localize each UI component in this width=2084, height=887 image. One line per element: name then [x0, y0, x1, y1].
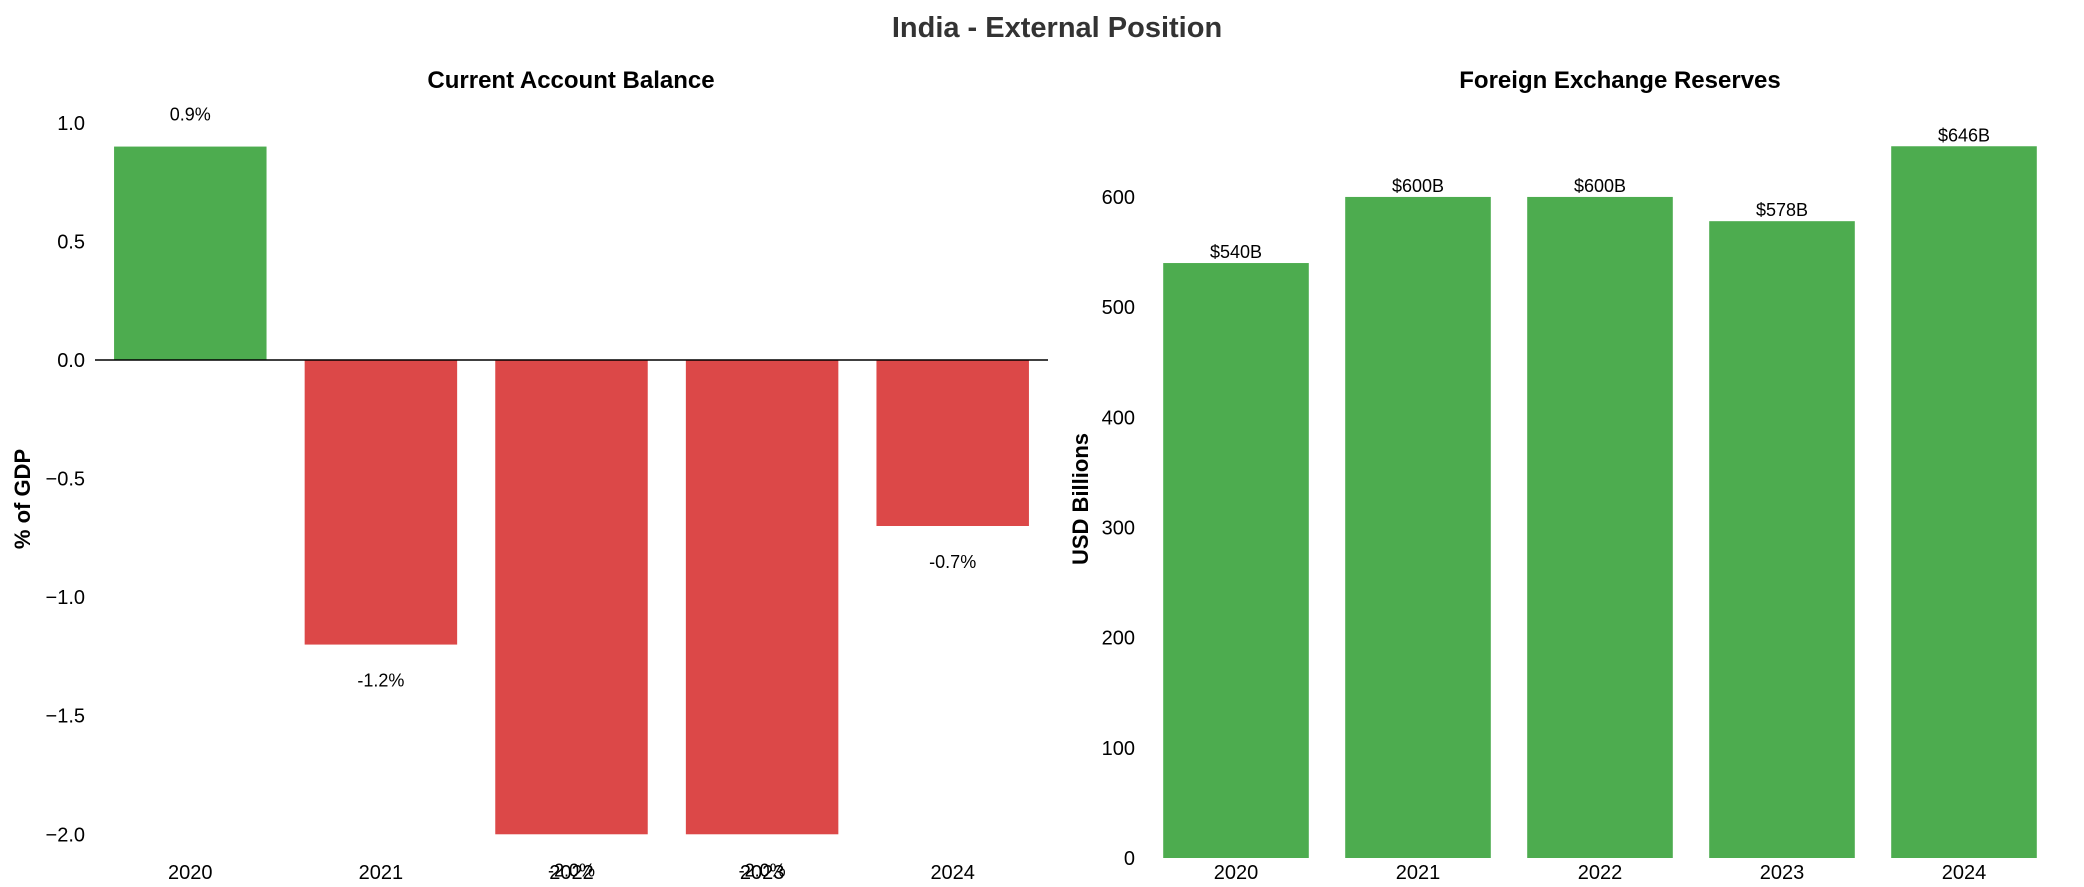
current-account-bar-2024: [876, 360, 1029, 526]
current-account-bar-2020: [114, 146, 267, 360]
fx-reserves-data-label: $646B: [1938, 125, 1990, 145]
fx-reserves-xtick-label: 2021: [1396, 862, 1441, 884]
current-account-xtick-label: 2021: [359, 862, 404, 884]
fx-reserves-ytick-label: 600: [1102, 187, 1135, 209]
fx-reserves-title: Foreign Exchange Reserves: [1459, 67, 1780, 94]
current-account-xtick-label: 2020: [168, 862, 213, 884]
fx-reserves-ytick-label: 0: [1124, 848, 1135, 870]
current-account-bar-2021: [304, 360, 458, 645]
current-account-xtick-label: 2023: [740, 862, 785, 884]
fx-reserves-ytick-label: 200: [1102, 628, 1135, 650]
fx-reserves-bar-2024: [1891, 146, 2037, 858]
current-account-xtick-label: 2022: [549, 862, 594, 884]
current-account-ytick-label: −2.0: [46, 824, 85, 846]
fx-reserves-data-label: $600B: [1574, 176, 1626, 196]
current-account-data-label: -2.0%: [739, 860, 786, 880]
current-account-bar-2022: [495, 360, 648, 835]
fx-reserves-ytick-label: 500: [1102, 297, 1135, 319]
current-account-ytick-label: 1.0: [57, 113, 85, 135]
current-account-xtick-label: 2024: [930, 862, 975, 884]
fx-reserves-data-label: $578B: [1756, 200, 1808, 220]
current-account-data-label: 0.9%: [170, 105, 211, 125]
current-account-ytick-label: 0.5: [57, 231, 85, 253]
current-account-data-label: -2.0%: [548, 860, 595, 880]
current-account-ytick-label: −1.0: [46, 587, 85, 609]
current-account-chart: Current Account Balance % of GDP −2.0 −1.…: [10, 67, 1048, 884]
fx-reserves-bar-2023: [1709, 221, 1855, 858]
fx-reserves-xtick-label: 2022: [1578, 862, 1623, 884]
current-account-ytick-label: 0.0: [57, 350, 85, 372]
fx-reserves-chart: Foreign Exchange Reserves USD Billions 0…: [1068, 67, 2037, 884]
current-account-title: Current Account Balance: [427, 67, 714, 94]
fx-reserves-xtick-label: 2020: [1214, 862, 1259, 884]
current-account-bar-2023: [685, 360, 839, 835]
fx-reserves-bar-2020: [1163, 263, 1309, 858]
fx-reserves-data-label: $540B: [1210, 242, 1262, 262]
current-account-data-label: -0.7%: [929, 552, 976, 572]
fx-reserves-ytick-label: 400: [1102, 407, 1135, 429]
fx-reserves-ytick-label: 100: [1102, 738, 1135, 760]
fx-reserves-bar-2021: [1345, 196, 1491, 858]
fx-reserves-ytick-label: 300: [1102, 517, 1135, 539]
figure-title: India - External Position: [892, 12, 1222, 44]
current-account-ytick-label: −1.5: [46, 706, 85, 728]
current-account-ylabel: % of GDP: [10, 449, 35, 549]
fx-reserves-xtick-label: 2023: [1760, 862, 1805, 884]
current-account-data-label: -1.2%: [357, 671, 404, 691]
fx-reserves-bar-2022: [1527, 196, 1673, 858]
fx-reserves-data-label: $600B: [1392, 176, 1444, 196]
fx-reserves-xtick-label: 2024: [1942, 862, 1987, 884]
current-account-ytick-label: −0.5: [46, 469, 85, 491]
fx-reserves-ylabel: USD Billions: [1068, 433, 1093, 565]
